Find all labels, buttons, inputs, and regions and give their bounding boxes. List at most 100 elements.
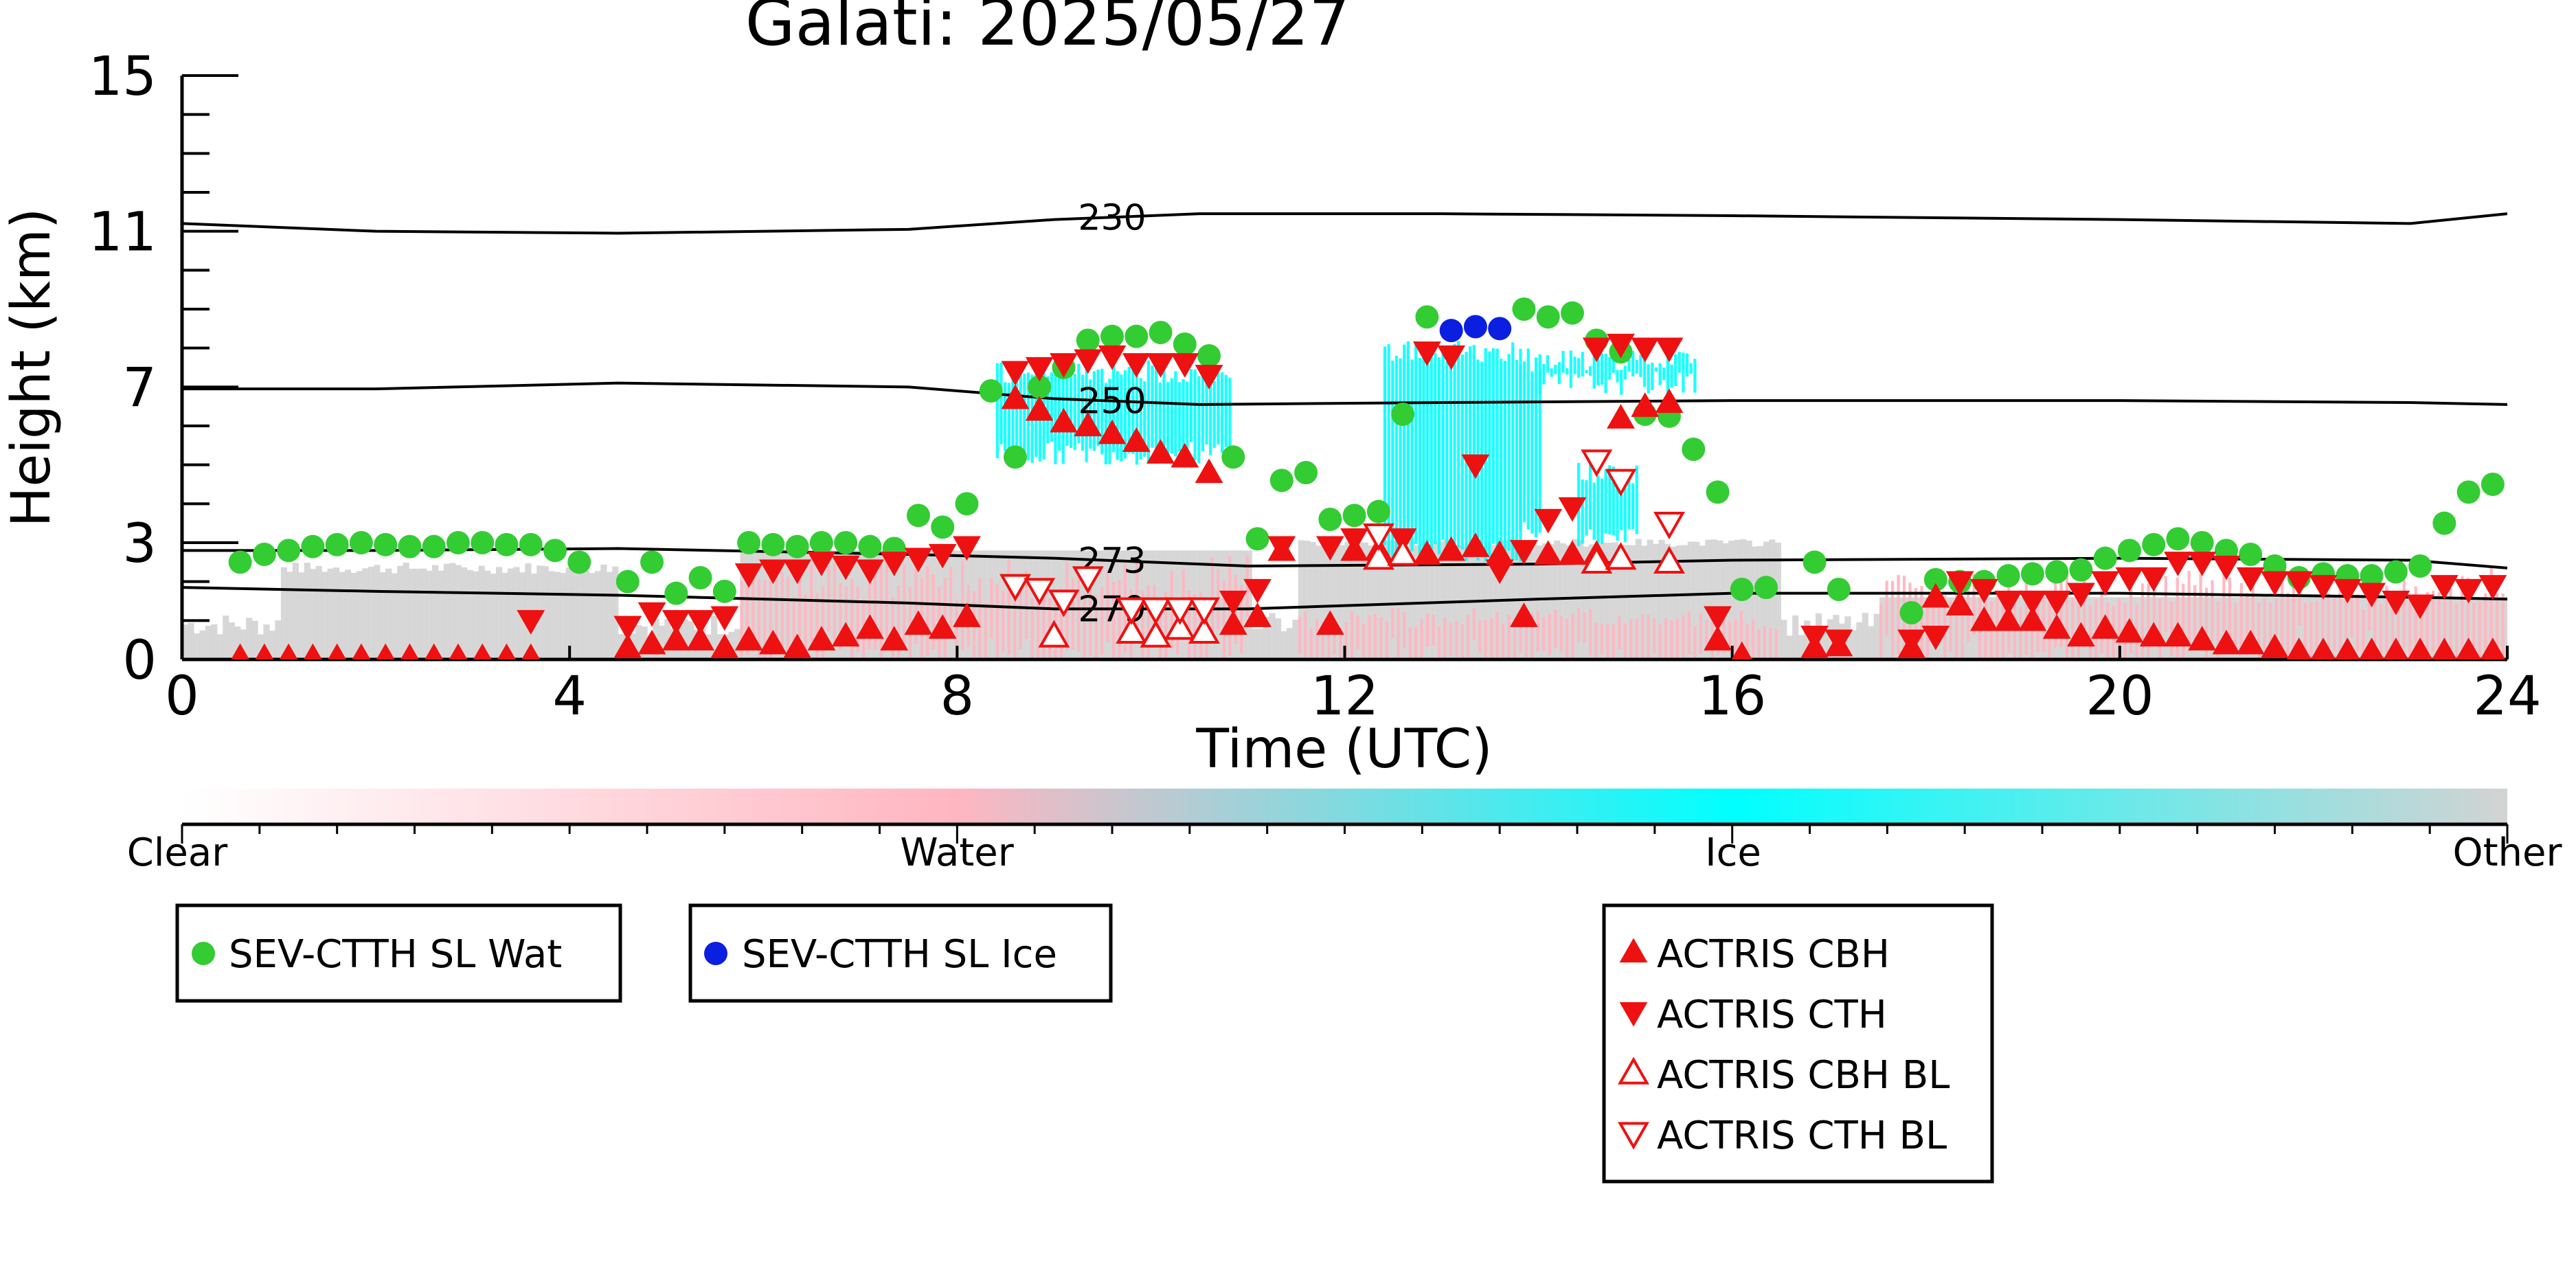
ice-cloud-column <box>1170 378 1173 454</box>
sl-water-point <box>1706 480 1730 504</box>
x-tick-label: 0 <box>165 666 199 727</box>
ice-cloud-column <box>1193 369 1197 461</box>
backscatter-column <box>2286 592 2290 659</box>
ice-cloud-column <box>1546 355 1550 373</box>
backscatter-column <box>1501 623 1505 659</box>
lidar-backscatter-background <box>182 341 2507 659</box>
backscatter-column <box>792 550 799 659</box>
backscatter-column <box>1536 545 1543 659</box>
backscatter-column <box>2234 603 2237 654</box>
ice-cloud-column <box>1019 368 1022 459</box>
backscatter-column <box>258 634 264 659</box>
backscatter-column <box>1966 597 1974 659</box>
backscatter-column <box>1890 597 1898 659</box>
backscatter-column <box>1356 542 1363 659</box>
ice-cloud-column <box>1488 351 1491 558</box>
actris-triangle-up-point <box>2067 622 2095 647</box>
backscatter-column <box>2147 597 2154 659</box>
ice-cloud-column <box>1585 370 1588 374</box>
backscatter-column <box>1989 601 1993 659</box>
backscatter-column <box>1600 623 1604 655</box>
ice-cloud-column <box>1581 352 1584 377</box>
backscatter-column <box>374 565 381 659</box>
backscatter-column <box>1083 550 1089 659</box>
backscatter-column <box>1106 569 1109 642</box>
ice-cloud-column <box>1592 482 1596 540</box>
backscatter-column <box>1071 550 1078 659</box>
ice-cloud-column <box>1050 372 1053 442</box>
ice-cloud-column <box>1108 379 1111 464</box>
sl-water-point <box>2239 543 2263 566</box>
sl-water-point <box>2093 546 2117 570</box>
actris-triangle-down-point <box>2478 575 2507 600</box>
ice-cloud-column <box>1135 374 1139 465</box>
sl-water-point <box>1245 527 1269 551</box>
actris-triangle-up-open-point <box>1164 612 1196 640</box>
backscatter-column <box>228 622 235 659</box>
backscatter-column <box>1315 619 1319 659</box>
actris-triangle-down-point <box>1098 345 1127 370</box>
backscatter-column <box>199 630 206 659</box>
sl-water-point <box>228 550 252 574</box>
colorbar-gradient <box>182 789 2507 824</box>
backscatter-column <box>2327 597 2334 659</box>
backscatter-column <box>2333 596 2336 651</box>
actris-triangle-down-point <box>1534 508 1563 534</box>
backscatter-column <box>1699 545 1706 659</box>
backscatter-column <box>635 624 642 659</box>
backscatter-column <box>1588 544 1596 659</box>
colorbar-label-water: Water <box>900 831 1015 875</box>
ice-cloud-column <box>1089 379 1092 449</box>
backscatter-column <box>1781 620 1787 659</box>
backscatter-column <box>2397 597 2404 659</box>
backscatter-column <box>2088 605 2092 659</box>
backscatter-column <box>1763 541 1770 659</box>
ice-cloud-column <box>1592 350 1596 389</box>
backscatter-column <box>1513 629 1517 659</box>
actris-triangle-up-point <box>1969 606 1998 631</box>
backscatter-column <box>1827 619 1834 659</box>
ice-cloud-column <box>1449 346 1453 541</box>
backscatter-column <box>2158 598 2162 659</box>
backscatter-column <box>2379 597 2386 659</box>
backscatter-column <box>385 568 392 659</box>
backscatter-column <box>513 567 520 659</box>
backscatter-column <box>2187 570 2191 652</box>
backscatter-column <box>2257 602 2261 659</box>
backscatter-column <box>2071 597 2078 659</box>
actris-triangle-down-point <box>1510 540 1538 565</box>
ice-cloud-column <box>1608 357 1612 380</box>
backscatter-column <box>874 550 881 659</box>
backscatter-column <box>1339 628 1342 659</box>
actris-triangle-up-open-point <box>1362 542 1394 570</box>
sl-water-point <box>2432 511 2456 535</box>
actris-triangle-up-open-point <box>1116 615 1148 644</box>
backscatter-column <box>1949 597 1956 659</box>
actris-triangle-down-point <box>2236 567 2265 592</box>
colorbar-label-other: Other <box>2452 831 2562 875</box>
backscatter-column <box>304 563 310 659</box>
sl-water-point <box>809 531 833 554</box>
backscatter-column <box>606 572 613 659</box>
ice-cloud-column <box>1201 374 1204 452</box>
backscatter-column <box>745 550 753 659</box>
sl-water-point <box>252 543 276 566</box>
ice-cloud-column <box>1139 378 1142 460</box>
backscatter-column <box>2199 574 2202 632</box>
actris-triangle-up-point <box>255 643 274 659</box>
backscatter-column <box>1414 626 1418 659</box>
backscatter-column <box>1350 611 1354 659</box>
backscatter-column <box>1094 550 1101 659</box>
backscatter-column <box>1710 610 1714 659</box>
backscatter-column <box>2071 597 2075 659</box>
backscatter-column <box>908 587 912 659</box>
backscatter-column <box>426 570 433 659</box>
backscatter-column <box>896 585 901 659</box>
ice-cloud-column <box>1073 374 1076 451</box>
actris-triangle-up-point <box>734 626 763 651</box>
actris-triangle-up-point <box>1050 407 1078 433</box>
backscatter-column <box>554 572 561 659</box>
backscatter-column <box>926 566 929 656</box>
sl-water-point <box>955 492 979 516</box>
actris-triangle-up-point <box>1074 411 1103 437</box>
